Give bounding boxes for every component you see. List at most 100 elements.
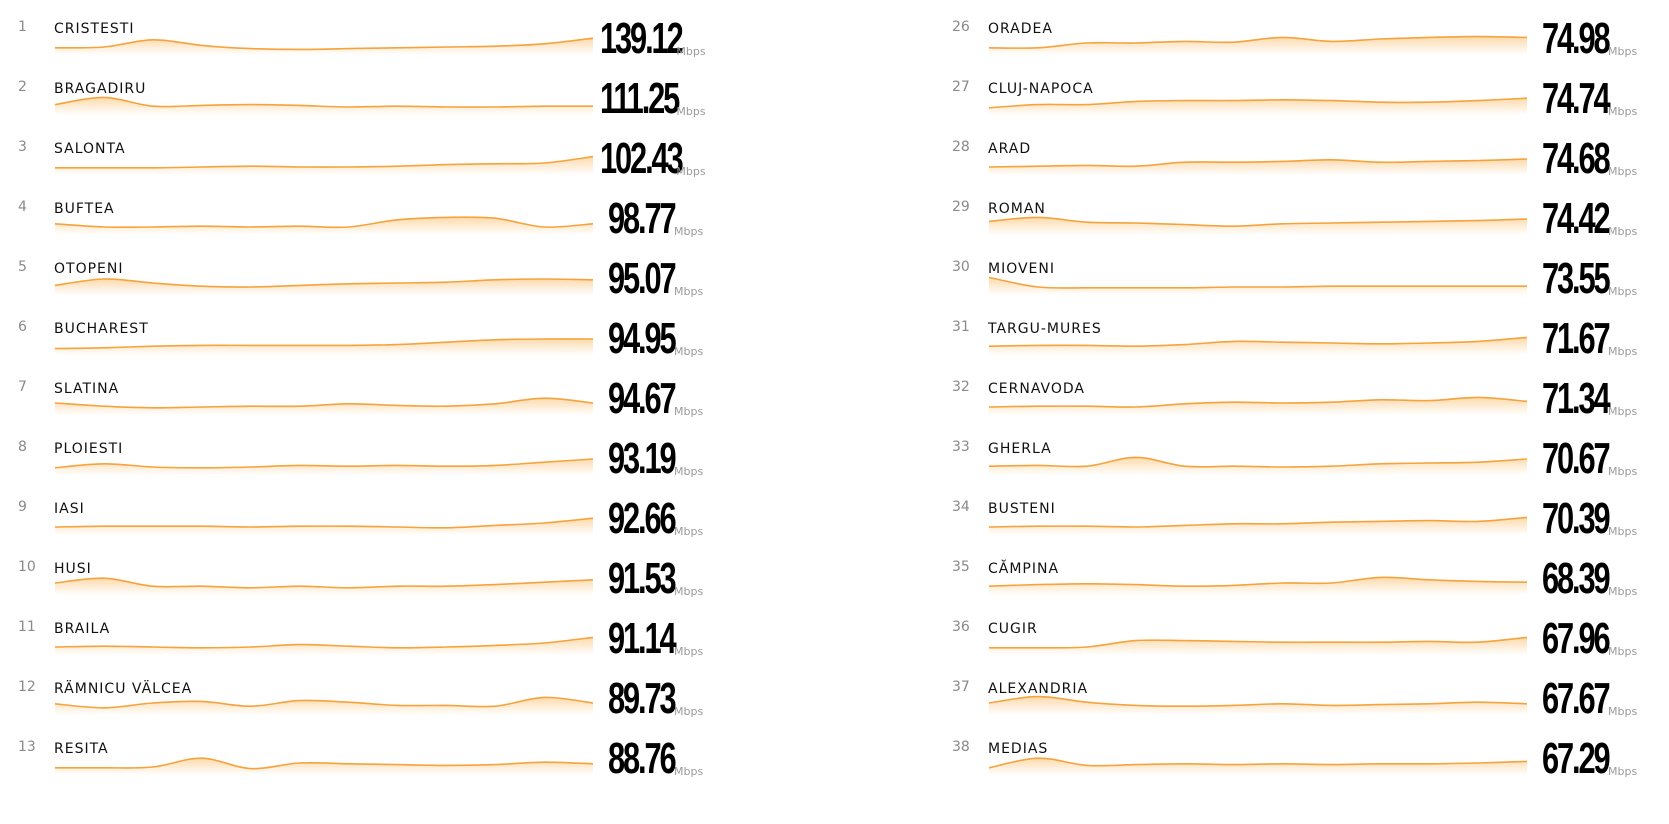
sparkline-line: [54, 577, 594, 589]
sparkline-area: [55, 217, 593, 235]
city-name: RÄMNICU VÄLCEA: [54, 681, 193, 697]
sparkline-line: [54, 517, 594, 529]
ranking-row: 2 BRAGADIRU 111.25 Mbps: [0, 67, 740, 131]
ranking-row: 28 ARAD 74.68 Mbps: [934, 127, 1669, 191]
sparkline-area: [55, 38, 593, 55]
sparkline-line: [988, 456, 1528, 468]
sparkline-line: [54, 96, 594, 108]
speed-readout: 93.19 Mbps: [608, 437, 703, 481]
speed-unit-label: Mbps: [1608, 105, 1638, 118]
sparkline-line: [988, 158, 1528, 168]
rank-number: 32: [952, 379, 970, 395]
download-speed-value: 111.25: [600, 74, 680, 123]
download-speed-value: 94.67: [608, 374, 677, 423]
speed-unit-label: Mbps: [1608, 405, 1638, 418]
speed-trend-sparkline: [988, 695, 1528, 715]
rank-number: 36: [952, 619, 970, 635]
speed-readout: 67.29 Mbps: [1542, 737, 1637, 781]
speed-readout: 70.67 Mbps: [1542, 437, 1637, 481]
sparkline-line: [988, 336, 1528, 348]
sparkline-area: [55, 398, 593, 415]
city-name: SLATINA: [54, 381, 120, 397]
download-speed-value: 71.34: [1542, 374, 1611, 423]
sparkline-area: [55, 697, 593, 715]
ranking-row: 38 MEDIAS 67.29 Mbps: [934, 727, 1669, 791]
rank-number: 35: [952, 559, 970, 575]
speed-unit-label: Mbps: [1608, 465, 1638, 478]
speed-unit-label: Mbps: [1608, 705, 1638, 718]
download-speed-value: 73.55: [1542, 254, 1611, 303]
download-speed-value: 91.53: [608, 554, 677, 603]
download-speed-value: 70.67: [1542, 434, 1611, 483]
city-name: MIOVENI: [988, 261, 1056, 277]
ranking-row: 3 SALONTA 102.43 Mbps: [0, 127, 740, 191]
speed-unit-label: Mbps: [1608, 645, 1638, 658]
rank-number: 31: [952, 319, 970, 335]
speed-unit-label: Mbps: [674, 705, 704, 718]
download-speed-value: 74.74: [1542, 74, 1611, 123]
download-speed-value: 68.39: [1542, 554, 1611, 603]
speed-trend-sparkline: [54, 757, 594, 775]
ranking-row: 34 BUSTENI 70.39 Mbps: [934, 487, 1669, 551]
speed-trend-sparkline: [54, 696, 594, 715]
rank-number: 11: [18, 619, 36, 635]
rank-number: 1: [18, 19, 27, 35]
ranking-row: 9 IASI 92.66 Mbps: [0, 487, 740, 551]
sparkline-line: [54, 338, 594, 350]
sparkline-line: [988, 276, 1527, 289]
speed-unit-label: Mbps: [1608, 765, 1638, 778]
city-name: BRAILA: [54, 621, 111, 637]
speed-unit-label: Mbps: [1608, 45, 1638, 58]
ranking-row: 31 TARGU-MURES 71.67 Mbps: [934, 307, 1669, 371]
speed-unit-label: Mbps: [674, 405, 704, 418]
speed-trend-sparkline: [54, 338, 594, 355]
speed-readout: 74.98 Mbps: [1542, 17, 1637, 61]
speed-readout: 102.43 Mbps: [600, 137, 717, 181]
sparkline-area: [989, 637, 1527, 655]
sparkline-area: [55, 459, 593, 475]
sparkline-area: [989, 758, 1527, 775]
sparkline-area: [55, 578, 593, 595]
download-speed-value: 67.96: [1542, 614, 1611, 663]
rank-number: 30: [952, 259, 970, 275]
speed-readout: 74.42 Mbps: [1542, 197, 1637, 241]
sparkline-line: [988, 516, 1528, 528]
sparkline-area: [989, 397, 1527, 415]
speed-readout: 94.95 Mbps: [608, 317, 703, 361]
city-name: GHERLA: [988, 441, 1052, 457]
download-speed-value: 91.14: [608, 614, 677, 663]
speed-trend-sparkline: [988, 636, 1528, 655]
sparkline-line: [988, 576, 1528, 588]
download-speed-value: 67.29: [1542, 734, 1611, 783]
sparkline-area: [55, 278, 593, 295]
download-speed-value: 139.12: [600, 14, 684, 63]
speed-trend-sparkline: [54, 216, 594, 235]
ranking-row: 8 PLOIESTI 93.19 Mbps: [0, 427, 740, 491]
speed-readout: 91.14 Mbps: [608, 617, 703, 661]
speed-readout: 89.73 Mbps: [608, 677, 703, 721]
ranking-row: 11 BRAILA 91.14 Mbps: [0, 607, 740, 671]
download-speed-value: 70.39: [1542, 494, 1611, 543]
sparkline-area: [989, 696, 1527, 715]
ranking-row: 5 OTOPENI 95.07 Mbps: [0, 247, 740, 311]
city-name: PLOIESTI: [54, 441, 124, 457]
speed-readout: 94.67 Mbps: [608, 377, 703, 421]
rank-number: 7: [18, 379, 27, 395]
speed-readout: 68.39 Mbps: [1542, 557, 1637, 601]
speed-unit-label: Mbps: [1608, 345, 1638, 358]
rank-number: 3: [18, 139, 27, 155]
speed-trend-sparkline: [54, 37, 594, 55]
sparkline-line: [988, 396, 1528, 408]
rank-number: 29: [952, 199, 970, 215]
ranking-row: 7 SLATINA 94.67 Mbps: [0, 367, 740, 431]
speed-trend-sparkline: [988, 576, 1528, 595]
sparkline-area: [989, 337, 1527, 355]
speed-unit-label: Mbps: [676, 105, 706, 118]
ranking-row: 33 GHERLA 70.67 Mbps: [934, 427, 1669, 491]
rank-number: 6: [18, 319, 27, 335]
sparkline-line: [988, 35, 1528, 49]
speed-trend-sparkline: [988, 158, 1528, 175]
city-name: BUFTEA: [54, 201, 115, 217]
download-speed-value: 95.07: [608, 254, 677, 303]
download-speed-value: 93.19: [608, 434, 677, 483]
